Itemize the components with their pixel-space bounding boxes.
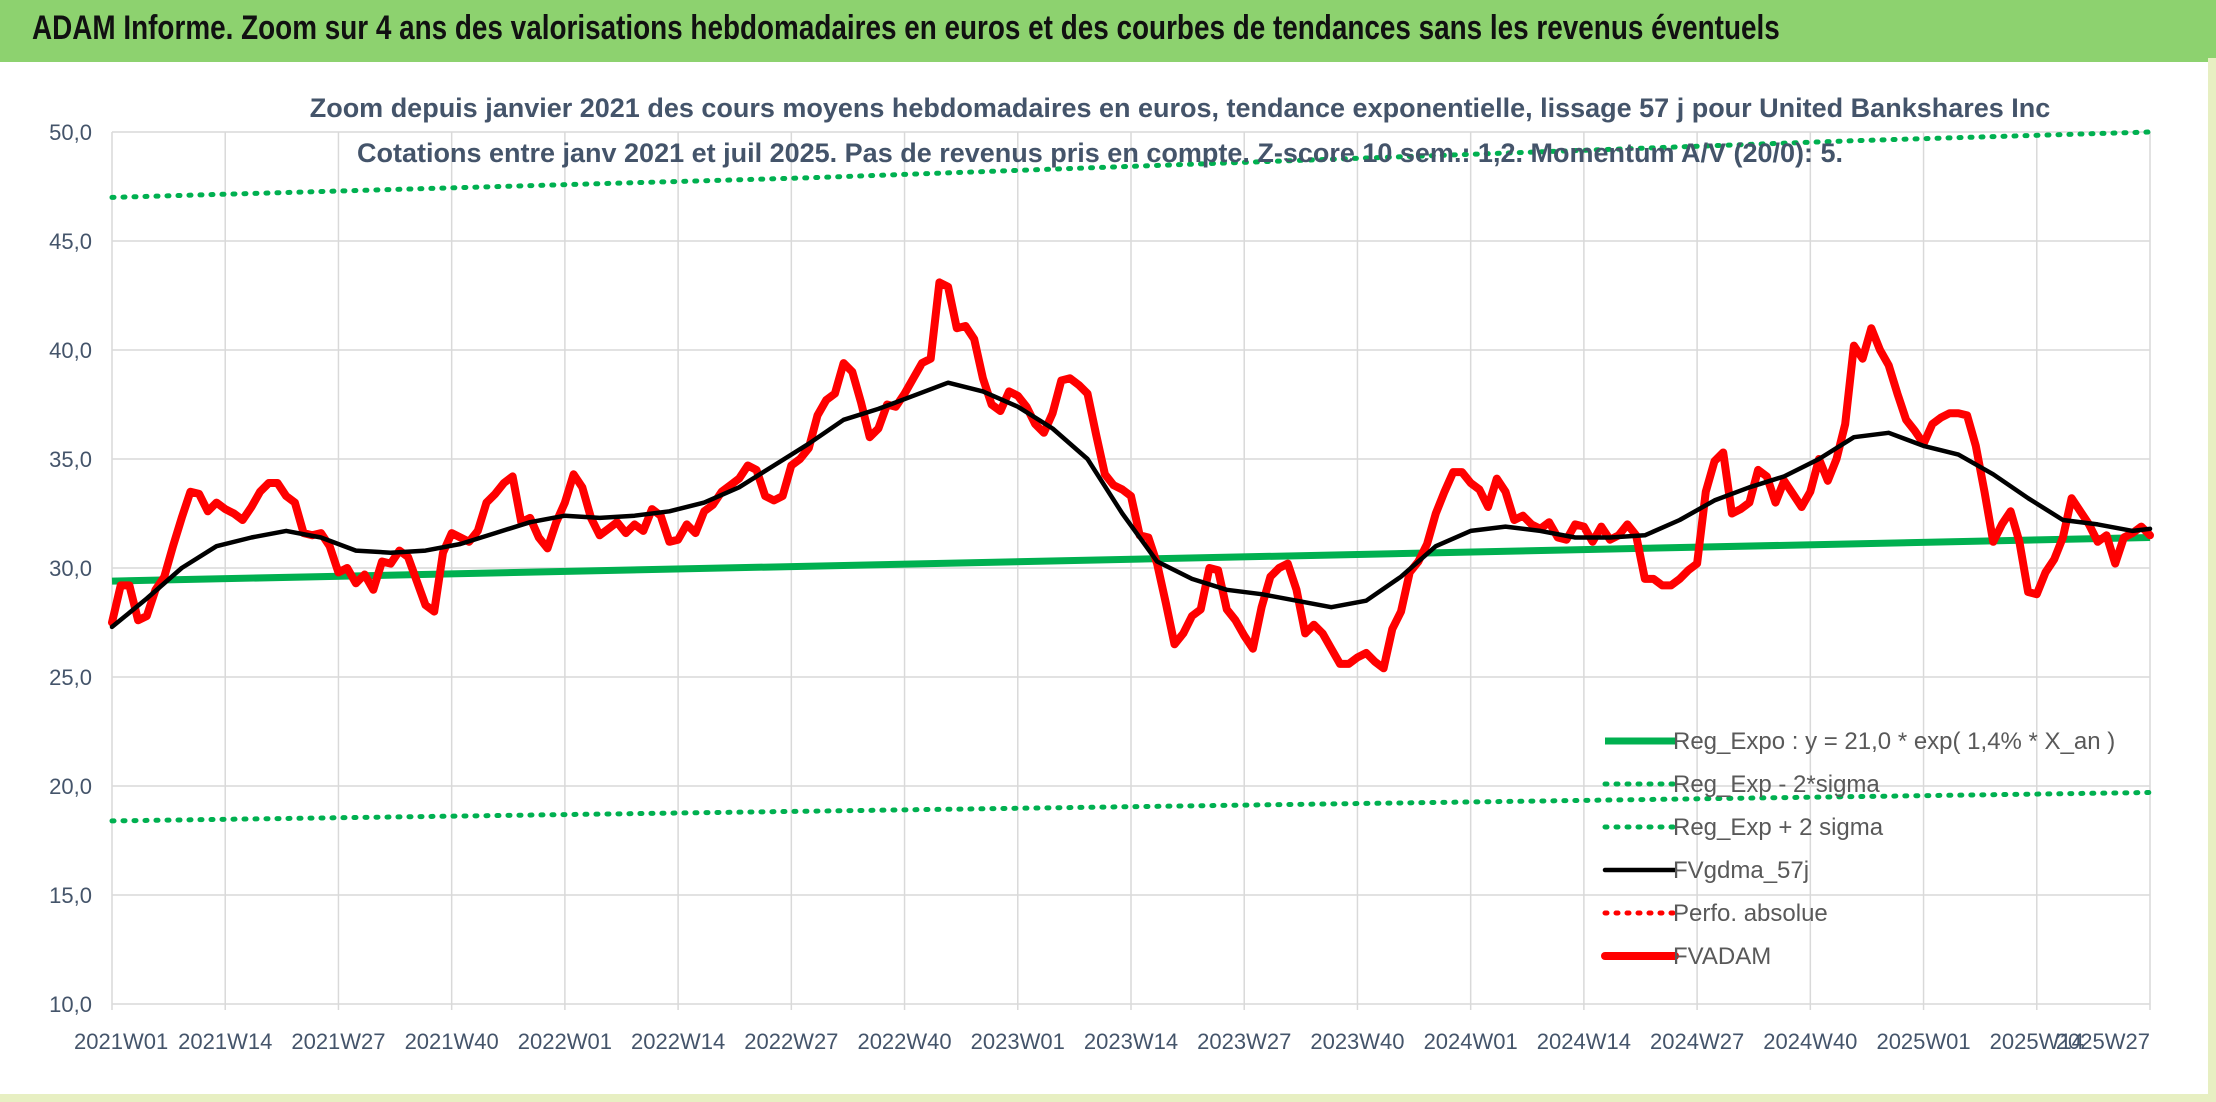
legend-label: Reg_Exp - 2*sigma — [1673, 771, 1880, 798]
x-tick-label: 2025W27 — [2056, 1029, 2150, 1054]
report-header: ADAM Informe. Zoom sur 4 ans des valoris… — [0, 0, 2216, 62]
series-line-5 — [108, 278, 2154, 673]
legend-label: FVgdma_57j — [1673, 857, 1809, 884]
y-tick-label: 35,0 — [49, 447, 92, 472]
legend: Reg_Expo : y = 21,0 * exp( 1,4% * X_an )… — [1601, 728, 2115, 970]
x-tick-label: 2021W27 — [291, 1029, 385, 1054]
x-tick-label: 2021W01 — [74, 1029, 168, 1054]
x-tick-label: 2024W14 — [1537, 1029, 1631, 1054]
y-tick-label: 50,0 — [49, 120, 92, 145]
x-tick-label: 2023W40 — [1310, 1029, 1404, 1054]
x-tick-label: 2021W14 — [178, 1029, 272, 1054]
axis-labels: 10,0 15,0 20,0 25,0 30,0 35,0 40,0 45,0 50,0 2021… — [49, 120, 2150, 1054]
y-tick-label: 20,0 — [49, 774, 92, 799]
legend-label: FVADAM — [1673, 943, 1771, 970]
frame-bottom — [0, 1094, 2216, 1102]
x-tick-label: 2024W01 — [1424, 1029, 1518, 1054]
x-tick-label: 2024W27 — [1650, 1029, 1744, 1054]
grid — [111, 131, 2151, 1010]
chart-subtitle: Cotations entre janv 2021 et juil 2025. … — [357, 138, 1843, 168]
y-tick-label: 25,0 — [49, 665, 92, 690]
x-tick-label: 2021W40 — [405, 1029, 499, 1054]
x-tick-label: 2025W01 — [1876, 1029, 1970, 1054]
x-tick-label: 2022W40 — [857, 1029, 951, 1054]
series-line-1 — [109, 790, 2153, 824]
series-line-0 — [111, 534, 2151, 585]
y-tick-label: 40,0 — [49, 338, 92, 363]
x-tick-label: 2025W14 — [1990, 1029, 2084, 1054]
series-line-2 — [109, 129, 2153, 200]
legend-label: Reg_Expo : y = 21,0 * exp( 1,4% * X_an ) — [1673, 728, 2115, 755]
x-tick-label: 2022W27 — [744, 1029, 838, 1054]
series-layer — [108, 129, 2154, 824]
legend-label: Reg_Exp + 2 sigma — [1673, 814, 1884, 841]
series-line-3 — [109, 380, 2153, 630]
y-tick-label: 45,0 — [49, 229, 92, 254]
x-tick-label: 2024W40 — [1763, 1029, 1857, 1054]
x-tick-label: 2022W01 — [518, 1029, 612, 1054]
x-tick-label: 2023W14 — [1084, 1029, 1178, 1054]
x-tick-label: 2023W01 — [971, 1029, 1065, 1054]
report-title: ADAM Informe. Zoom sur 4 ans des valoris… — [32, 9, 1780, 47]
x-tick-label: 2023W27 — [1197, 1029, 1291, 1054]
y-tick-label: 10,0 — [49, 992, 92, 1017]
legend-label: Perfo. absolue — [1673, 900, 1828, 927]
y-tick-label: 30,0 — [49, 556, 92, 581]
frame-right — [2208, 58, 2216, 1102]
x-tick-label: 2022W14 — [631, 1029, 725, 1054]
y-tick-label: 15,0 — [49, 883, 92, 908]
chart-title: Zoom depuis janvier 2021 des cours moyen… — [310, 93, 2051, 123]
